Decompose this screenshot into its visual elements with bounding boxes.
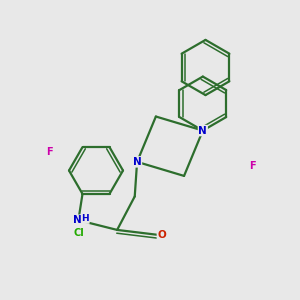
Text: F: F [46, 147, 52, 157]
Text: Cl: Cl [73, 228, 84, 238]
Text: N: N [73, 215, 81, 225]
Text: H: H [81, 214, 89, 223]
Text: N: N [199, 126, 207, 136]
Text: N: N [133, 157, 142, 167]
Text: O: O [158, 230, 166, 240]
Text: F: F [249, 161, 255, 171]
